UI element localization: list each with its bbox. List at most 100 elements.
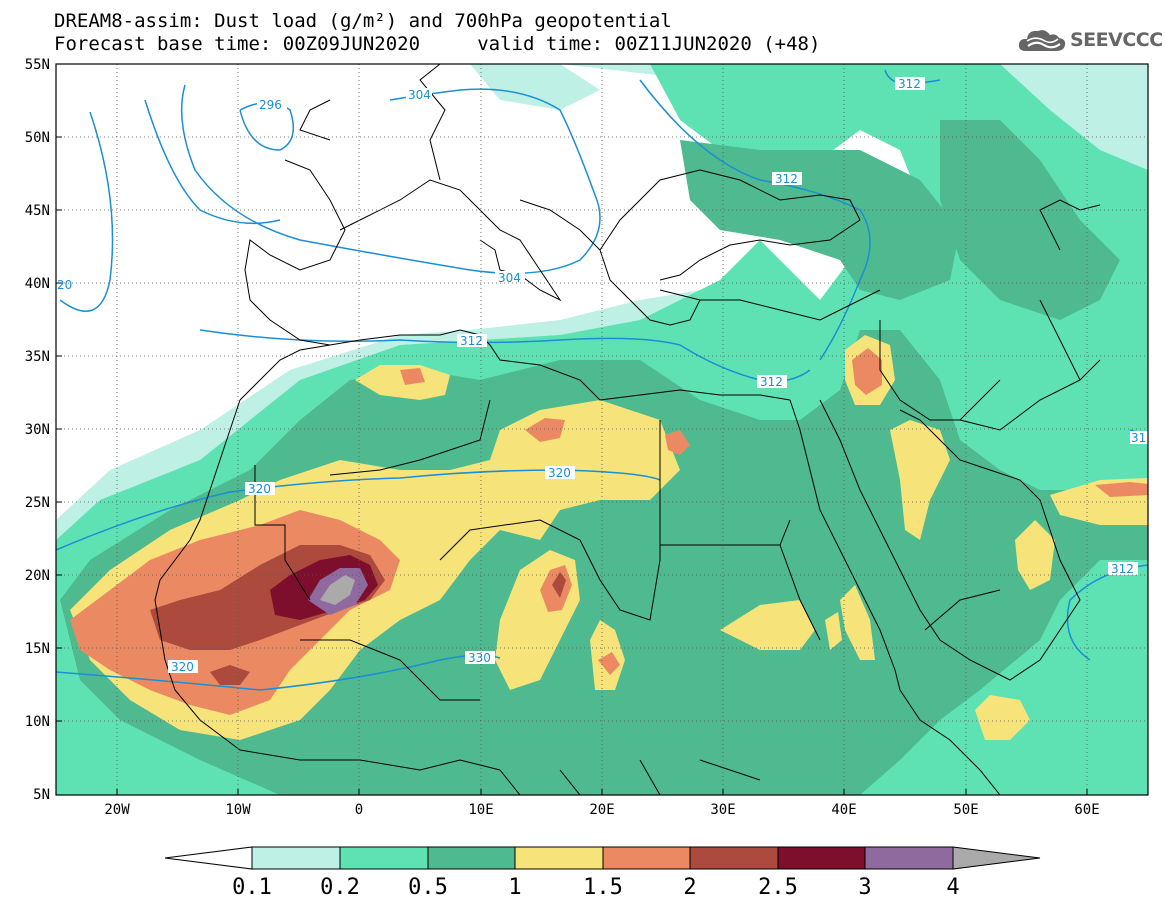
dust-level-1-gulf (1050, 478, 1148, 525)
lon-label: 40E (831, 802, 856, 818)
dust-level-1-ethiopia (720, 600, 815, 650)
dust-level-1-5-sudan (540, 565, 572, 612)
colorbar-label: 0.2 (320, 875, 360, 900)
colorbar-label: 0.1 (232, 875, 272, 900)
lon-label: 0 (355, 802, 363, 818)
dust-level-2-south (210, 665, 250, 685)
lon-label: 20W (104, 802, 130, 818)
geopotential-contours (56, 69, 1148, 691)
dust-level-4 (320, 575, 355, 605)
coastlines-borders (154, 64, 1101, 795)
colorbar-label: 2 (683, 875, 696, 900)
lat-label: 20N (25, 568, 50, 584)
dust-level-1-arabia (890, 420, 950, 540)
contour-label: 320 (171, 660, 194, 674)
colorbar-box (864, 846, 954, 870)
contour-label: 320 (548, 466, 571, 480)
lat-label: 50N (25, 130, 50, 146)
colorbar-box (251, 846, 341, 870)
contour-label: 31 (1131, 431, 1146, 445)
dust-level-0-5-ne (940, 120, 1120, 320)
dust-level-1-morocco (355, 365, 450, 400)
map-gridlines (56, 64, 1148, 795)
contour-label: 304 (498, 271, 521, 285)
dust-level-0-2-east (900, 90, 1148, 300)
lat-label: 55N (25, 57, 50, 73)
dust-level-1-somalia (975, 695, 1030, 740)
colorbar-box (777, 846, 866, 870)
contour-label: 312 (775, 172, 798, 186)
lat-label: 10N (25, 714, 50, 730)
dust-level-1-5-morocco (400, 368, 425, 385)
dust-level-1-5-chad (598, 652, 620, 675)
contour-label: 312 (460, 334, 483, 348)
dust-level-1 (70, 400, 680, 740)
dust-level-1-5-egypt (665, 430, 690, 455)
dust-level-0-2 (56, 64, 1148, 795)
contour-label-group: 296 304 312 312 312 304 312 320 320 320 … (56, 77, 1148, 674)
dust-level-1-5-iraq (852, 348, 882, 395)
dust-level-1-5 (70, 510, 400, 715)
colorbar-box (339, 846, 429, 870)
dust-level-1-sudan (495, 550, 580, 690)
dust-level-0-1 (56, 64, 1148, 795)
dust-level-1-chad (590, 620, 625, 690)
chart-title: DREAM8-assim: Dust load (g/m²) and 700hP… (54, 10, 672, 32)
contour-label: 304 (408, 88, 431, 102)
contour-label: 296 (259, 98, 282, 112)
dust-level-0-1-north (470, 64, 600, 110)
lat-label: 25N (25, 495, 50, 511)
contour-label: 312 (1111, 562, 1134, 576)
lat-label: 35N (25, 349, 50, 365)
lon-label: 50E (953, 802, 978, 818)
dust-level-2-sudan (552, 572, 566, 598)
colorbar-label: 0.5 (408, 875, 448, 900)
dust-level-0-5-north (680, 140, 960, 300)
longitude-labels: 20W 10W 0 10E 20E 30E 40E 50E 60E (104, 802, 1099, 818)
colorbar-box (602, 846, 691, 870)
colorbar-high-arrow (952, 846, 1041, 870)
colorbar-box (514, 846, 604, 870)
dust-level-1-5-libya (525, 418, 565, 442)
seevccc-logo: SEEVCCC (1018, 27, 1163, 53)
lon-label: 10W (225, 802, 251, 818)
map-frame (55, 63, 1149, 796)
lat-label: 45N (25, 203, 50, 219)
lon-label: 10E (468, 802, 493, 818)
colorbar-box (689, 846, 779, 870)
lon-label: 60E (1074, 802, 1099, 818)
contour-label: 330 (468, 651, 491, 665)
colorbar-box (427, 846, 516, 870)
lat-label: 40N (25, 276, 50, 292)
colorbar-label: 3 (858, 875, 871, 900)
dust-level-1-iraq (845, 335, 895, 405)
lon-label: 30E (710, 802, 735, 818)
latitude-labels: 55N 50N 45N 40N 35N 30N 25N 20N 15N 10N … (25, 57, 50, 803)
dust-level-3 (308, 568, 368, 615)
dust-level-0-5 (60, 330, 1148, 795)
colorbar: 0.1 0.2 0.5 1 1.5 2 2.5 3 4 (164, 846, 1041, 900)
colorbar-low-arrow (164, 846, 253, 870)
colorbar-label: 4 (946, 875, 959, 900)
axis-ticks (56, 63, 1088, 795)
cloud-icon (1018, 30, 1066, 51)
colorbar-label: 2.5 (758, 875, 798, 900)
contour-label: 312 (760, 375, 783, 389)
contour-label: 20 (57, 278, 72, 292)
contour-label: 312 (898, 77, 921, 91)
lat-label: 30N (25, 422, 50, 438)
colorbar-label: 1.5 (583, 875, 623, 900)
dust-level-1-yemen (825, 612, 842, 650)
chart-subtitle: Forecast base time: 00Z09JUN2020 valid t… (54, 33, 821, 55)
lat-label: 15N (25, 641, 50, 657)
lat-label: 5N (33, 787, 50, 803)
dust-level-1-5-gulf (1095, 482, 1148, 497)
logo-text: SEEVCCC (1070, 29, 1163, 51)
dust-level-2 (150, 545, 385, 650)
dust-field (56, 64, 1148, 795)
contour-label: 320 (248, 482, 271, 496)
dust-level-1-red-sea (840, 585, 875, 660)
colorbar-label: 1 (508, 875, 521, 900)
dust-level-1-oman (1015, 520, 1055, 590)
